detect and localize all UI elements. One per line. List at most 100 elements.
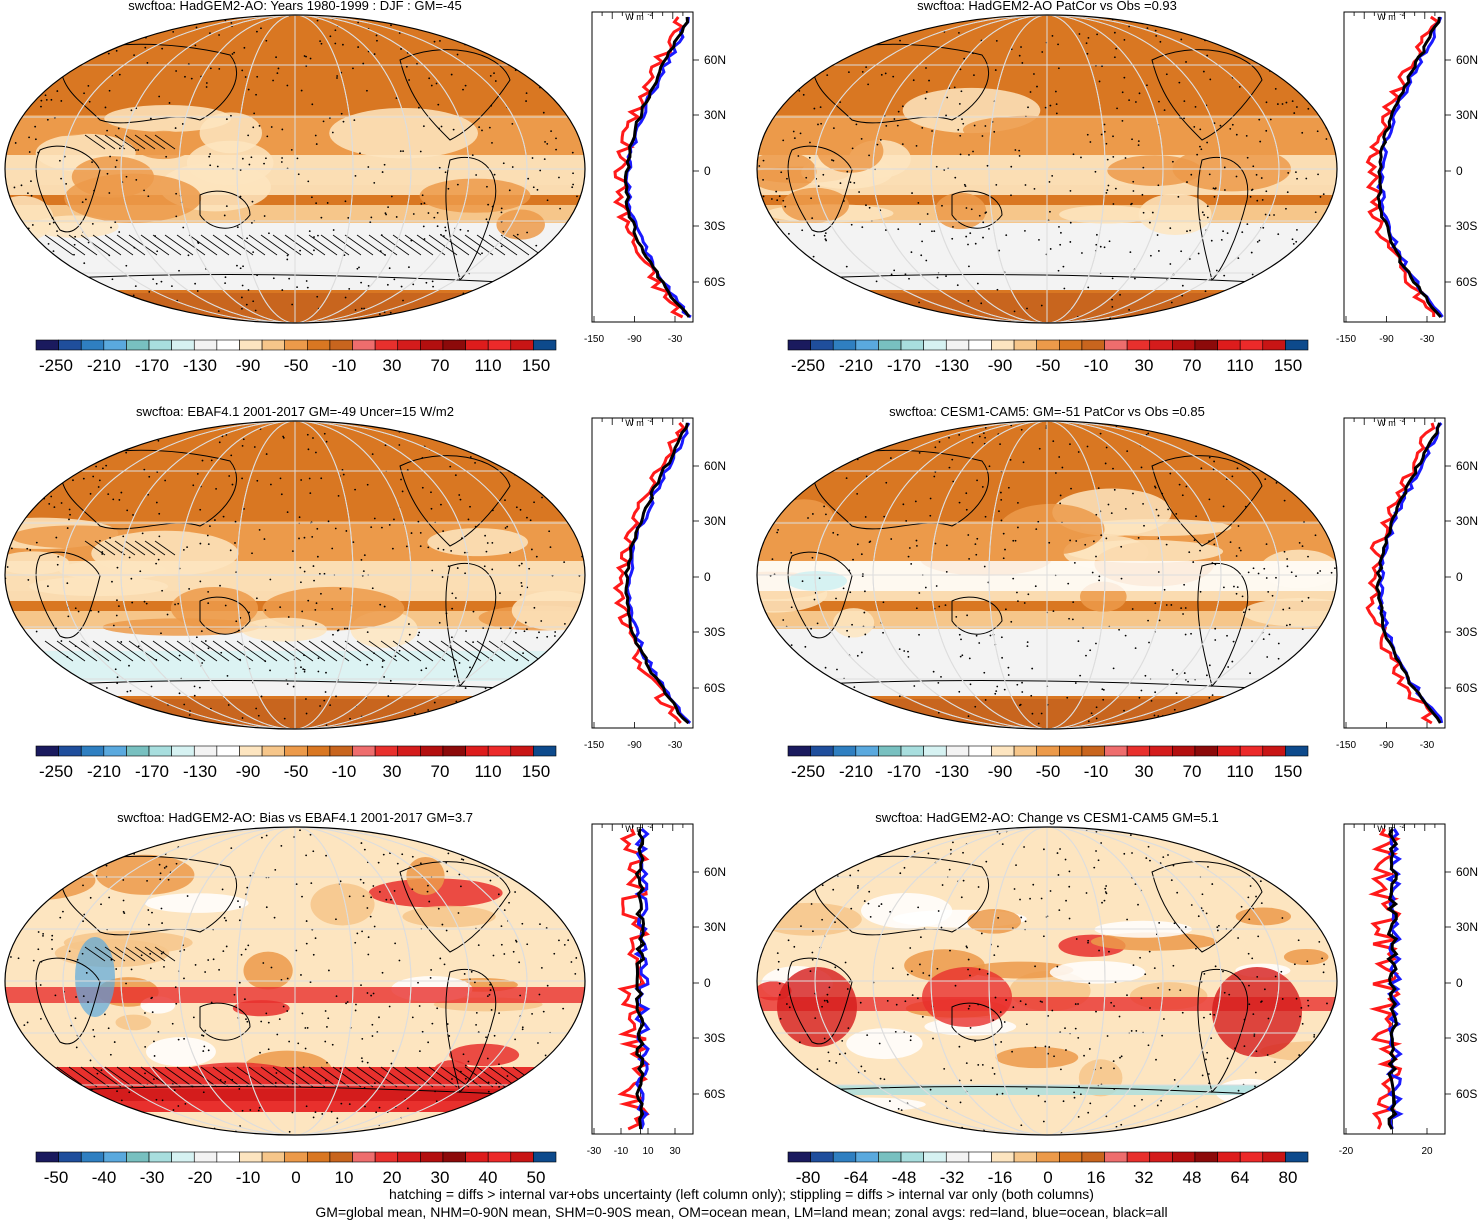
map-panel-4: swcftoa: CESM1-CAM5: GM=-51 PatCor vs Ob…: [752, 404, 1483, 806]
map-outline: [756, 14, 1338, 324]
colorbar-tick-label: 40: [479, 1168, 498, 1187]
colorbar-swatch: [1285, 745, 1309, 757]
latitude-label: 60S: [704, 1087, 725, 1101]
latitude-label: 30S: [704, 625, 725, 639]
profile-tick-label: -90: [627, 334, 642, 345]
colorbar-swatch: [991, 1151, 1015, 1163]
colorbar-swatch: [878, 339, 902, 351]
colorbar-swatch: [80, 745, 105, 757]
colorbar-tick-label: 30: [431, 1168, 450, 1187]
colorbar-swatch: [352, 1151, 376, 1163]
colorbar-swatch: [1126, 1151, 1151, 1163]
colorbar: -250 -210 -170 -130 -90 -50 -10 30 70 110 150: [35, 745, 557, 781]
profile-unit-superscript: -2: [648, 12, 654, 18]
profile-tick-label: -30: [587, 1146, 602, 1157]
colorbar-swatch: [787, 339, 811, 351]
colorbar-swatch: [1262, 339, 1286, 351]
colorbar-swatch: [832, 339, 857, 351]
colorbar-tick-label: 30: [1135, 356, 1154, 375]
graticule: [757, 15, 1337, 323]
colorbar-tick-label: 70: [1183, 762, 1202, 781]
colorbar-tick-label: 30: [383, 762, 402, 781]
colorbar-swatch: [284, 745, 308, 757]
colorbar-swatch: [1081, 339, 1105, 351]
map-field: [5, 421, 585, 729]
colorbar-tick-label: 150: [1274, 762, 1302, 781]
panel-graphic: -250 -210 -170 -130 -90 -50 -10 30 70 110 150 W m -2…: [4, 11, 726, 375]
map-outline: [756, 826, 1338, 1136]
colorbar-swatch: [352, 339, 376, 351]
profile-tick-label: -90: [1379, 334, 1394, 345]
panel-graphic: -50 -40 -30 -20 -10 0 10 20 30 40 50 W m -2 60N 30N 0 30…: [4, 823, 726, 1187]
latitude-label: 30S: [704, 219, 725, 233]
map-field: [757, 421, 1337, 729]
colorbar-swatch: [533, 339, 557, 351]
colorbar-tick-label: -170: [135, 762, 169, 781]
colorbar-swatch: [991, 339, 1015, 351]
colorbar-swatch: [832, 745, 857, 757]
colorbar-swatch: [1194, 745, 1218, 757]
colorbar-tick-label: -90: [988, 356, 1013, 375]
profile-land-line: [612, 421, 687, 724]
colorbar-tick-label: -210: [839, 356, 873, 375]
profile-ocean-line: [633, 827, 651, 1130]
colorbar-swatch: [1059, 1151, 1083, 1163]
profile-unit: W m: [1377, 12, 1396, 22]
map-panel-3: swcftoa: EBAF4.1 2001-2017 GM=-49 Uncer=…: [0, 404, 731, 806]
colorbar-swatch: [900, 1151, 924, 1163]
colorbar-swatch: [1104, 339, 1128, 351]
colorbar-swatch: [216, 1151, 240, 1163]
zonal-profile: W m -2 60N 30N 0 30S 60S -150 -90 -30: [584, 11, 726, 345]
profile-unit: W m: [1377, 418, 1396, 428]
colorbar-tick-label: 20: [383, 1168, 402, 1187]
colorbar-swatch: [1217, 1151, 1241, 1163]
colorbar-swatch: [1013, 745, 1037, 757]
colorbar-swatch: [1217, 339, 1241, 351]
colorbar-tick-label: -48: [892, 1168, 917, 1187]
colorbar-tick-label: -10: [236, 1168, 261, 1187]
colorbar-swatch: [307, 1151, 331, 1163]
colorbar-swatch: [1149, 339, 1173, 351]
profile-tick-label: 30: [669, 1146, 681, 1157]
zonal-profile: W m -2 60N 30N 0 30S 60S -150 -90 -30: [584, 417, 726, 751]
colorbar-tick-label: -10: [332, 762, 357, 781]
colorbar-swatch: [442, 1151, 466, 1163]
colorbar-swatch: [171, 339, 195, 351]
colorbar-tick-label: -130: [935, 356, 969, 375]
colorbar-swatch: [968, 1151, 992, 1163]
colorbar-tick-label: -80: [796, 1168, 821, 1187]
colorbar-swatch: [968, 745, 992, 757]
colorbar-swatch: [1013, 1151, 1037, 1163]
colorbar-swatch: [193, 745, 218, 757]
latitude-label: 60N: [704, 53, 726, 67]
colorbar-swatch: [787, 745, 811, 757]
colorbar-swatch: [923, 1151, 947, 1163]
colorbar-tick-label: 110: [1226, 356, 1253, 375]
colorbar-swatch: [374, 1151, 399, 1163]
profile-tick-label: -20: [1339, 1146, 1354, 1157]
colorbar: -50 -40 -30 -20 -10 0 10 20 30 40 50: [35, 1151, 557, 1187]
colorbar-swatch: [1059, 339, 1083, 351]
colorbar-swatch: [58, 1151, 82, 1163]
profile-all-line: [1386, 828, 1399, 1130]
colorbar-swatch: [329, 339, 353, 351]
colorbar-swatch: [442, 339, 466, 351]
hatching: [44, 946, 542, 1088]
colorbar-swatch: [216, 339, 240, 351]
latitude-label: 0: [704, 976, 711, 990]
latitude-label: 30S: [1456, 1031, 1477, 1045]
latitude-label: 0: [1456, 976, 1463, 990]
colorbar-tick-label: 110: [474, 356, 501, 375]
profile-unit: W m: [625, 12, 644, 22]
colorbar-tick-label: -40: [92, 1168, 117, 1187]
colorbar-swatch: [487, 745, 512, 757]
graticule: [5, 15, 585, 323]
colorbar-swatch: [945, 339, 970, 351]
profile-ocean-line: [625, 422, 692, 725]
colorbar-tick-label: -90: [988, 762, 1013, 781]
profile-tick-label: 10: [642, 1146, 654, 1157]
colorbar-tick-label: 70: [1183, 356, 1202, 375]
colorbar-swatch: [397, 339, 421, 351]
colorbar-tick-label: -130: [935, 762, 969, 781]
colorbar-tick-label: -16: [988, 1168, 1013, 1187]
